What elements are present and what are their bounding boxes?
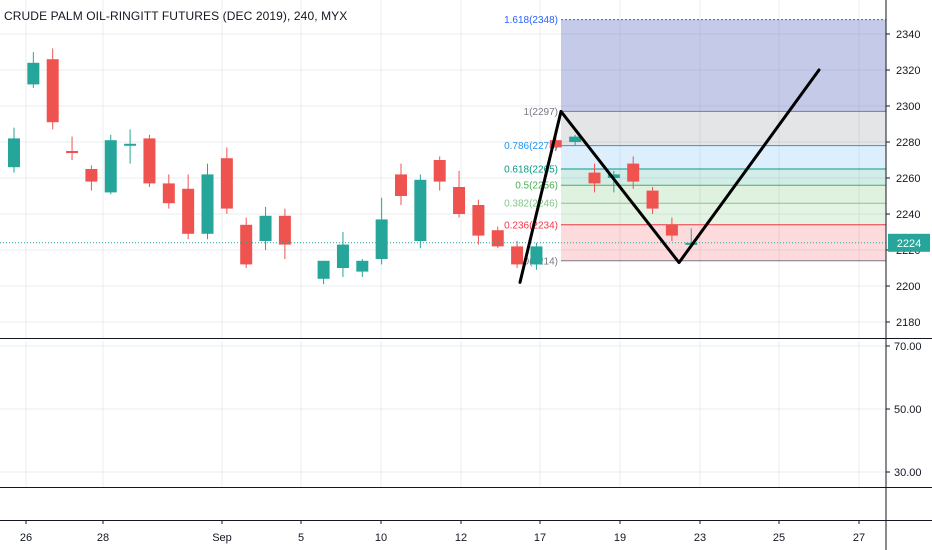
candle-body [549, 140, 562, 148]
candle-body [143, 138, 156, 184]
price-tick-label: 2240 [896, 209, 920, 221]
time-tick-label: 28 [97, 532, 109, 544]
time-tick-label: 25 [773, 532, 785, 544]
candle-body [607, 174, 620, 178]
last-price-tag [888, 233, 930, 252]
candle-body [278, 215, 291, 245]
price-tick-label: 2180 [896, 317, 920, 329]
candle-body [182, 188, 195, 234]
time-tick-label: 23 [694, 532, 706, 544]
time-tick-label: 10 [375, 532, 387, 544]
fib-level-label: 0.5(2256) [515, 181, 558, 192]
candle-body [66, 151, 79, 153]
candle-body [646, 190, 659, 209]
candle-body [433, 160, 446, 182]
candle-body [569, 136, 582, 142]
candle-body [240, 224, 253, 265]
candle-body [472, 205, 485, 236]
fib-level-label: 1.618(2348) [504, 15, 558, 26]
candle-body [453, 187, 466, 214]
fib-level-label: 0.618(2265) [504, 165, 558, 176]
price-tick-label: 2280 [896, 137, 920, 149]
fibonacci-retracement[interactable]: 0(2214)0.236(2234)0.382(2246)0.5(2256)0.… [504, 15, 886, 267]
time-tick-label: 19 [614, 532, 626, 544]
candle-body [104, 140, 117, 193]
candle-body [336, 244, 349, 268]
candle-body [259, 215, 272, 241]
time-tick-label: 12 [455, 532, 467, 544]
fib-zone [561, 111, 886, 146]
osc-tick-label: 70.00 [894, 341, 922, 353]
time-tick-label: 27 [853, 532, 865, 544]
candle-body [375, 219, 388, 259]
fib-zone [561, 203, 886, 225]
fib-zone [561, 185, 886, 204]
price-tick-label: 2320 [896, 65, 920, 77]
candle-body [511, 246, 524, 265]
price-tick-label: 2260 [896, 173, 920, 185]
time-tick-label: Sep [212, 532, 232, 544]
osc-tick-label: 30.00 [894, 467, 922, 479]
fib-zone [561, 145, 886, 169]
fib-zone [561, 19, 886, 112]
fib-level-label: 0.382(2246) [504, 199, 558, 210]
price-tick-label: 2300 [896, 101, 920, 113]
fib-level-label: 0.236(2234) [504, 220, 558, 231]
candle-body [665, 224, 678, 236]
price-tick-label: 2200 [896, 281, 920, 293]
osc-tick-label: 50.00 [894, 404, 922, 416]
candle-body [530, 246, 543, 265]
pattern-trendline[interactable] [518, 68, 821, 284]
candle-body [8, 138, 20, 168]
chart-title: CRUDE PALM OIL-RINGITT FUTURES (DEC 2019… [4, 9, 348, 23]
candle-body [27, 62, 40, 85]
last-price-label: 2224 [897, 238, 921, 250]
pattern-trendline-path[interactable] [518, 68, 821, 284]
candle-body [414, 179, 427, 241]
time-tick-label: 5 [298, 532, 304, 544]
time-tick-label: 17 [534, 532, 546, 544]
candle-body [46, 59, 59, 123]
candle-body [317, 260, 330, 279]
candle-body [220, 158, 233, 209]
price-tick-label: 2340 [896, 29, 920, 41]
candle-body [356, 260, 369, 272]
candle-body [85, 169, 98, 182]
fib-level-label: 0.786(2278) [504, 141, 558, 152]
fib-level-label: 1(2297) [524, 107, 558, 118]
candle-body [491, 230, 504, 247]
candle-body [162, 183, 175, 204]
time-tick-label: 26 [20, 532, 32, 544]
fib-zone [561, 169, 886, 186]
candle-body [588, 172, 601, 184]
candle-body [124, 143, 137, 146]
candle-body [627, 163, 640, 182]
candle-body [201, 174, 214, 234]
candle-body [395, 174, 407, 196]
